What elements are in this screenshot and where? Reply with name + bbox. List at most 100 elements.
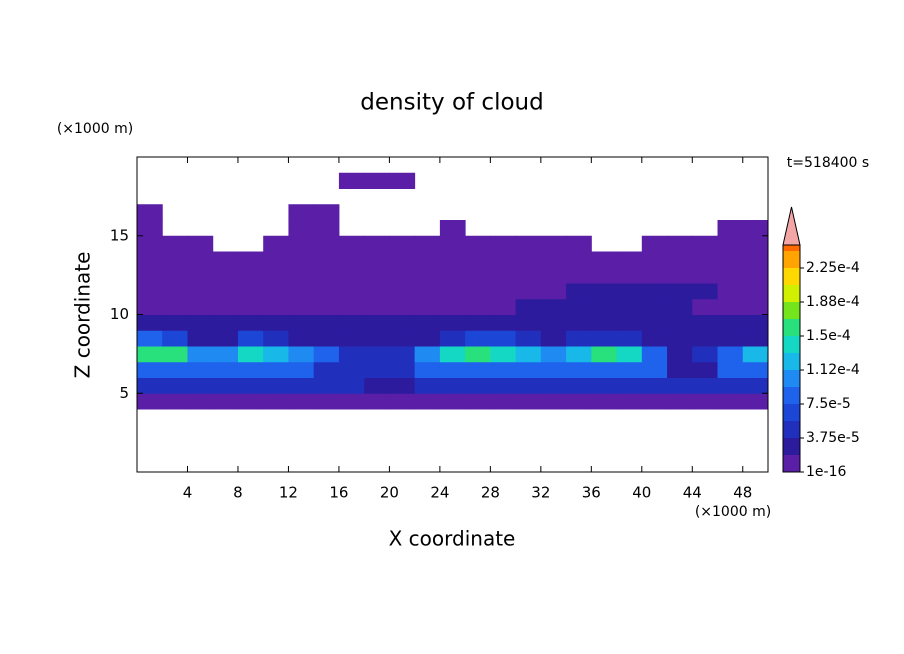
contour-cell: [641, 283, 668, 300]
contour-cell: [137, 361, 163, 378]
colorbar-tick-label: 2.25e-4: [806, 260, 860, 276]
contour-cell: [263, 393, 289, 410]
contour-cell: [540, 377, 567, 394]
contour-cell: [692, 283, 719, 300]
contour-cell: [263, 314, 289, 331]
x-tick-label: 32: [531, 484, 550, 502]
contour-cell: [742, 283, 769, 300]
contour-cell: [667, 235, 693, 252]
contour-cell: [566, 267, 592, 284]
contour-cell: [187, 361, 214, 378]
colorbar-band: [783, 268, 800, 285]
colorbar-frame: [782, 244, 801, 473]
contour-cell: [591, 283, 618, 300]
contour-cell: [187, 314, 214, 331]
contour-cell: [187, 377, 214, 394]
contour-cell: [641, 330, 668, 347]
contour-cell: [439, 220, 466, 237]
contour-cell: [338, 361, 365, 378]
contour-cell: [591, 361, 618, 378]
contour-cell: [742, 298, 769, 315]
contour-cell: [187, 283, 214, 300]
contour-cell: [566, 377, 592, 394]
contour-cell: [692, 361, 719, 378]
contour-cell: [137, 377, 163, 394]
contour-cell: [692, 235, 719, 252]
contour-cell: [313, 393, 340, 410]
colorbar-band: [783, 302, 800, 319]
colorbar-band: [783, 245, 800, 251]
y-tick-label: 15: [110, 226, 129, 244]
contour-cell: [212, 283, 239, 300]
contour-cell: [439, 267, 466, 284]
contour-cell: [288, 204, 315, 221]
time-label: t=518400 s: [787, 155, 869, 171]
contour-cell: [515, 267, 542, 284]
contour-cell: [717, 298, 744, 315]
contour-cell: [616, 393, 643, 410]
contour-cell: [263, 283, 289, 300]
contour-cell: [566, 298, 592, 315]
contour-cell: [515, 393, 542, 410]
contour-cell: [717, 361, 744, 378]
contour-cell: [439, 314, 466, 331]
contour-cell: [137, 346, 163, 363]
contour-cell: [515, 346, 542, 363]
contour-cell: [389, 330, 416, 347]
contour-cell: [742, 251, 769, 268]
contour-cell: [237, 298, 264, 315]
contour-cell: [389, 267, 416, 284]
contour-cell: [566, 314, 592, 331]
contour-cell: [717, 220, 744, 237]
contour-cell: [313, 361, 340, 378]
contour-cell: [137, 220, 163, 237]
colorbar-band: [783, 336, 800, 353]
x-tick-label: 16: [329, 484, 348, 502]
contour-cell: [641, 235, 668, 252]
contour-cell: [414, 235, 441, 252]
contour-cell: [692, 393, 719, 410]
x-tick-label: 36: [582, 484, 601, 502]
contour-cell: [364, 172, 390, 189]
contour-cell: [616, 330, 643, 347]
contour-cell: [439, 361, 466, 378]
x-tick-label: 24: [430, 484, 449, 502]
x-tick-label: 4: [183, 484, 193, 502]
contour-cell: [338, 377, 365, 394]
contour-cell: [364, 330, 390, 347]
contour-cell: [490, 346, 517, 363]
contour-cell: [742, 267, 769, 284]
contour-cell: [288, 235, 315, 252]
contour-cell: [137, 298, 163, 315]
y-tick-label: 10: [110, 305, 129, 323]
contour-cell: [263, 251, 289, 268]
contour-cell: [566, 251, 592, 268]
contour-cell: [187, 298, 214, 315]
colorbar-band: [783, 370, 800, 387]
contour-cell: [540, 267, 567, 284]
contour-cell: [237, 251, 264, 268]
contour-cell: [263, 298, 289, 315]
contour-cell: [692, 267, 719, 284]
contour-cell: [162, 267, 188, 284]
contour-cell: [616, 314, 643, 331]
x-tick-label: 8: [233, 484, 243, 502]
contour-cell: [641, 393, 668, 410]
contour-cell: [414, 393, 441, 410]
x-tick-label: 12: [279, 484, 298, 502]
contour-cell: [465, 267, 491, 284]
contour-cell: [237, 330, 264, 347]
contour-cell: [465, 298, 491, 315]
contour-cell: [389, 393, 416, 410]
contour-cell: [137, 330, 163, 347]
contour-cell: [389, 251, 416, 268]
contour-cell: [465, 283, 491, 300]
contour-cell: [540, 393, 567, 410]
contour-cell: [465, 314, 491, 331]
colorbar-band: [783, 404, 800, 421]
contour-cell: [742, 377, 769, 394]
contour-cell: [338, 251, 365, 268]
contour-cell: [237, 283, 264, 300]
contour-cell: [137, 251, 163, 268]
contour-cell: [742, 361, 769, 378]
